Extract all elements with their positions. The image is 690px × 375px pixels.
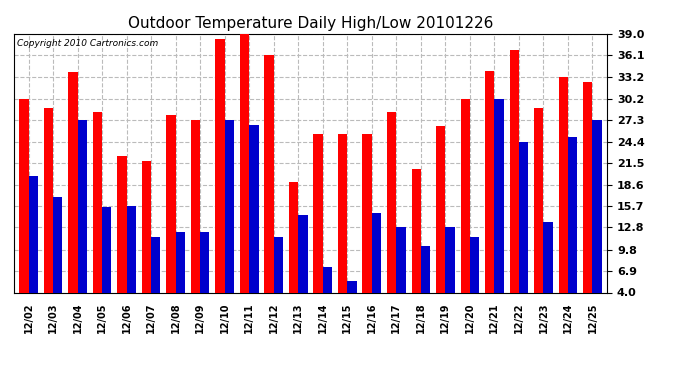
Bar — [225, 120, 234, 292]
Bar — [372, 213, 381, 292]
Bar — [396, 228, 406, 292]
Bar — [166, 115, 176, 292]
Bar — [421, 246, 430, 292]
Bar — [142, 161, 151, 292]
Bar — [19, 99, 28, 292]
Bar — [102, 207, 111, 292]
Bar — [568, 137, 578, 292]
Bar — [289, 182, 298, 292]
Bar — [387, 112, 396, 292]
Bar — [411, 169, 421, 292]
Title: Outdoor Temperature Daily High/Low 20101226: Outdoor Temperature Daily High/Low 20101… — [128, 16, 493, 31]
Bar — [519, 142, 529, 292]
Bar — [298, 215, 308, 292]
Bar — [176, 232, 185, 292]
Bar — [53, 197, 62, 292]
Bar — [28, 176, 38, 292]
Bar — [117, 156, 126, 292]
Bar — [68, 72, 77, 292]
Bar — [151, 237, 161, 292]
Bar — [460, 99, 470, 292]
Bar — [362, 134, 372, 292]
Bar — [445, 227, 455, 292]
Bar — [559, 76, 568, 292]
Bar — [92, 112, 102, 292]
Bar — [274, 237, 283, 292]
Bar — [249, 125, 259, 292]
Bar — [215, 39, 225, 292]
Bar — [323, 267, 332, 292]
Bar — [43, 108, 53, 292]
Bar — [436, 126, 445, 292]
Bar — [240, 34, 249, 292]
Bar — [338, 134, 347, 292]
Bar — [264, 55, 274, 292]
Bar — [313, 134, 323, 292]
Bar — [485, 71, 495, 292]
Bar — [470, 237, 479, 292]
Bar — [347, 281, 357, 292]
Bar — [191, 120, 200, 292]
Bar — [583, 82, 593, 292]
Bar — [593, 120, 602, 292]
Bar — [126, 206, 136, 292]
Bar — [544, 222, 553, 292]
Bar — [534, 108, 544, 292]
Bar — [77, 120, 87, 292]
Bar — [510, 50, 519, 292]
Bar — [200, 232, 210, 292]
Text: Copyright 2010 Cartronics.com: Copyright 2010 Cartronics.com — [17, 39, 158, 48]
Bar — [495, 99, 504, 292]
